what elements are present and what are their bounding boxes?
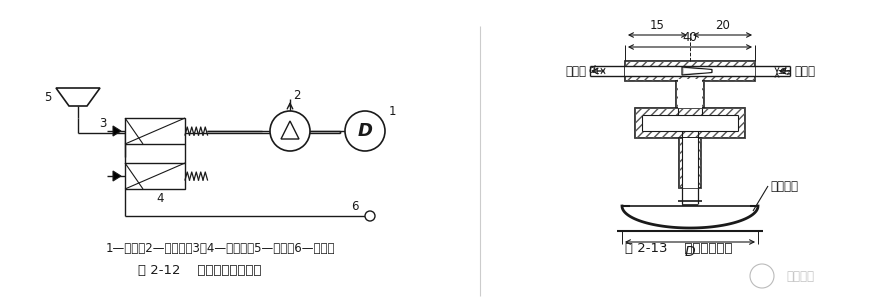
Text: 橡胶皮碗: 橡胶皮碗: [769, 180, 797, 192]
Bar: [634, 108, 744, 138]
Text: 排气口: 排气口: [564, 65, 586, 77]
Text: 2: 2: [292, 88, 300, 102]
Bar: [641, 115, 737, 131]
Circle shape: [364, 211, 375, 221]
Text: $d_2$: $d_2$: [778, 64, 790, 78]
Text: 40: 40: [682, 31, 696, 44]
Bar: [681, 138, 697, 188]
Text: D: D: [357, 122, 372, 140]
Bar: [625, 61, 754, 81]
Text: 1—电机；2—真空泵；3、4—电磁阀；5—吸盘；6—通大气: 1—电机；2—真空泵；3、4—电磁阀；5—吸盘；6—通大气: [105, 241, 334, 255]
Text: 4: 4: [156, 192, 164, 204]
Circle shape: [345, 111, 385, 151]
Bar: [125, 118, 185, 144]
Text: 15: 15: [649, 19, 664, 32]
Polygon shape: [113, 171, 120, 181]
Bar: [679, 138, 700, 188]
Circle shape: [269, 111, 309, 151]
Text: D: D: [684, 245, 695, 259]
Text: 图 2-13    气流负压吸盘: 图 2-13 气流负压吸盘: [625, 241, 732, 255]
Bar: [625, 66, 754, 76]
Text: 图 2-12    真空吸盘控制系统: 图 2-12 真空吸盘控制系统: [138, 264, 261, 278]
Polygon shape: [56, 88, 100, 106]
Text: 进气口: 进气口: [793, 65, 814, 77]
Bar: [679, 138, 700, 188]
Polygon shape: [681, 67, 711, 75]
Bar: [677, 79, 701, 108]
Polygon shape: [683, 69, 711, 73]
Text: $d_1$: $d_1$: [587, 63, 601, 77]
Text: 5: 5: [44, 91, 51, 103]
Bar: [675, 81, 703, 108]
Text: 1: 1: [389, 105, 396, 118]
Text: 20: 20: [714, 19, 729, 32]
Bar: [625, 61, 754, 81]
Text: 3: 3: [99, 117, 106, 129]
Polygon shape: [113, 126, 120, 136]
Bar: [634, 108, 744, 138]
Text: 机器人网: 机器人网: [785, 270, 813, 282]
Bar: [675, 81, 703, 108]
Bar: [125, 163, 185, 189]
Text: 6: 6: [351, 200, 358, 212]
